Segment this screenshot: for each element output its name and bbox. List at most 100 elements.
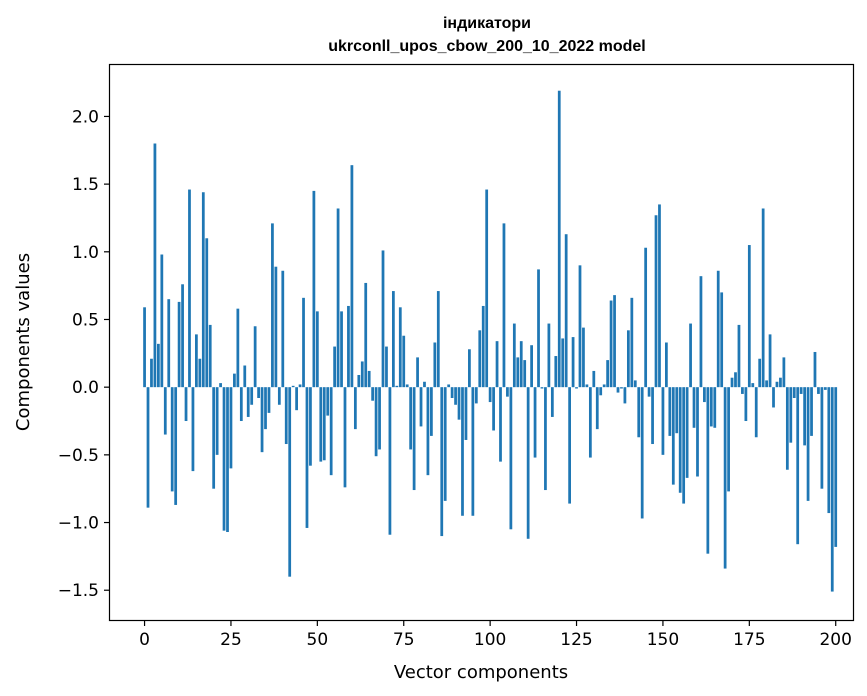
bar	[671, 387, 675, 485]
x-tick-label: 75	[393, 630, 415, 650]
bar	[208, 324, 212, 388]
bar	[799, 387, 803, 394]
bar	[181, 284, 184, 388]
bar	[779, 377, 782, 388]
bar	[461, 387, 464, 516]
x-tick-label: 25	[220, 630, 242, 650]
bar	[654, 215, 658, 388]
bar	[312, 190, 316, 388]
bar	[526, 387, 530, 539]
bar	[644, 247, 648, 388]
bar	[696, 387, 699, 477]
bar	[810, 387, 813, 436]
bar	[533, 387, 537, 458]
bar	[571, 337, 575, 388]
y-tick-label: −1.0	[58, 514, 99, 534]
bar	[436, 291, 440, 388]
bar	[640, 387, 644, 519]
bar	[613, 295, 616, 388]
bar	[474, 387, 478, 404]
bar	[782, 357, 786, 388]
bar	[713, 387, 717, 428]
bar	[198, 358, 202, 388]
bar	[243, 365, 247, 388]
bar	[170, 387, 174, 492]
bar	[585, 384, 589, 388]
bar	[716, 270, 720, 388]
bar	[488, 387, 492, 403]
bar	[395, 385, 399, 388]
bar	[633, 380, 637, 388]
bar	[291, 385, 295, 388]
bar	[495, 341, 499, 388]
bar	[582, 327, 585, 388]
bar	[233, 373, 236, 388]
bar	[492, 387, 495, 431]
bar	[374, 387, 378, 457]
bar	[319, 387, 323, 462]
bar	[817, 387, 820, 394]
bar	[727, 387, 730, 492]
bar	[222, 387, 226, 531]
x-tick-label: 125	[560, 630, 592, 650]
bar	[827, 387, 831, 514]
y-tick-label: 1.0	[72, 243, 99, 263]
bar	[744, 387, 748, 422]
bar	[350, 165, 354, 388]
chart-title: індикатори	[443, 15, 531, 32]
bar	[675, 387, 679, 434]
bar	[309, 387, 312, 466]
bar	[340, 311, 343, 388]
bar	[143, 307, 146, 388]
bar	[288, 387, 292, 577]
bar	[412, 387, 416, 491]
bar	[557, 90, 561, 388]
bar	[509, 387, 513, 530]
bar	[322, 387, 326, 461]
bar	[665, 342, 668, 388]
bar	[803, 387, 806, 446]
bar	[720, 292, 724, 388]
bar	[253, 326, 257, 388]
bar	[530, 345, 533, 388]
bar	[595, 387, 599, 430]
bar	[616, 387, 620, 393]
bar	[450, 387, 454, 398]
bar	[796, 387, 800, 545]
bar	[623, 387, 627, 404]
bar	[834, 387, 838, 547]
bar	[343, 387, 347, 488]
bar	[754, 387, 758, 438]
y-tick-label: 0.0	[72, 378, 99, 398]
bar	[150, 358, 153, 388]
bar	[519, 341, 523, 388]
bar	[823, 387, 827, 390]
bar	[471, 387, 475, 516]
bar	[630, 297, 634, 388]
bar	[699, 276, 703, 388]
bar	[378, 387, 381, 450]
bar	[813, 351, 817, 388]
bar	[229, 387, 233, 469]
bar	[602, 384, 606, 388]
bar	[246, 387, 250, 417]
bar	[226, 387, 229, 533]
y-axis-ticks: −1.5 −1.0 −0.5 0.0 0.5 1.0 1.5 2.0	[58, 107, 110, 601]
bar	[260, 387, 264, 453]
bar	[184, 387, 188, 422]
bar	[678, 387, 682, 493]
bar	[761, 208, 765, 388]
bar	[544, 387, 547, 491]
x-tick-label: 200	[819, 630, 851, 650]
y-tick-label: 0.5	[72, 310, 99, 330]
bar	[692, 387, 696, 428]
bar	[430, 387, 433, 436]
bar	[512, 323, 516, 388]
y-axis-label: Components values	[13, 253, 34, 431]
bar	[709, 387, 713, 427]
bar	[661, 387, 665, 455]
bar	[464, 387, 468, 440]
bar	[326, 387, 330, 416]
bar	[347, 305, 350, 388]
